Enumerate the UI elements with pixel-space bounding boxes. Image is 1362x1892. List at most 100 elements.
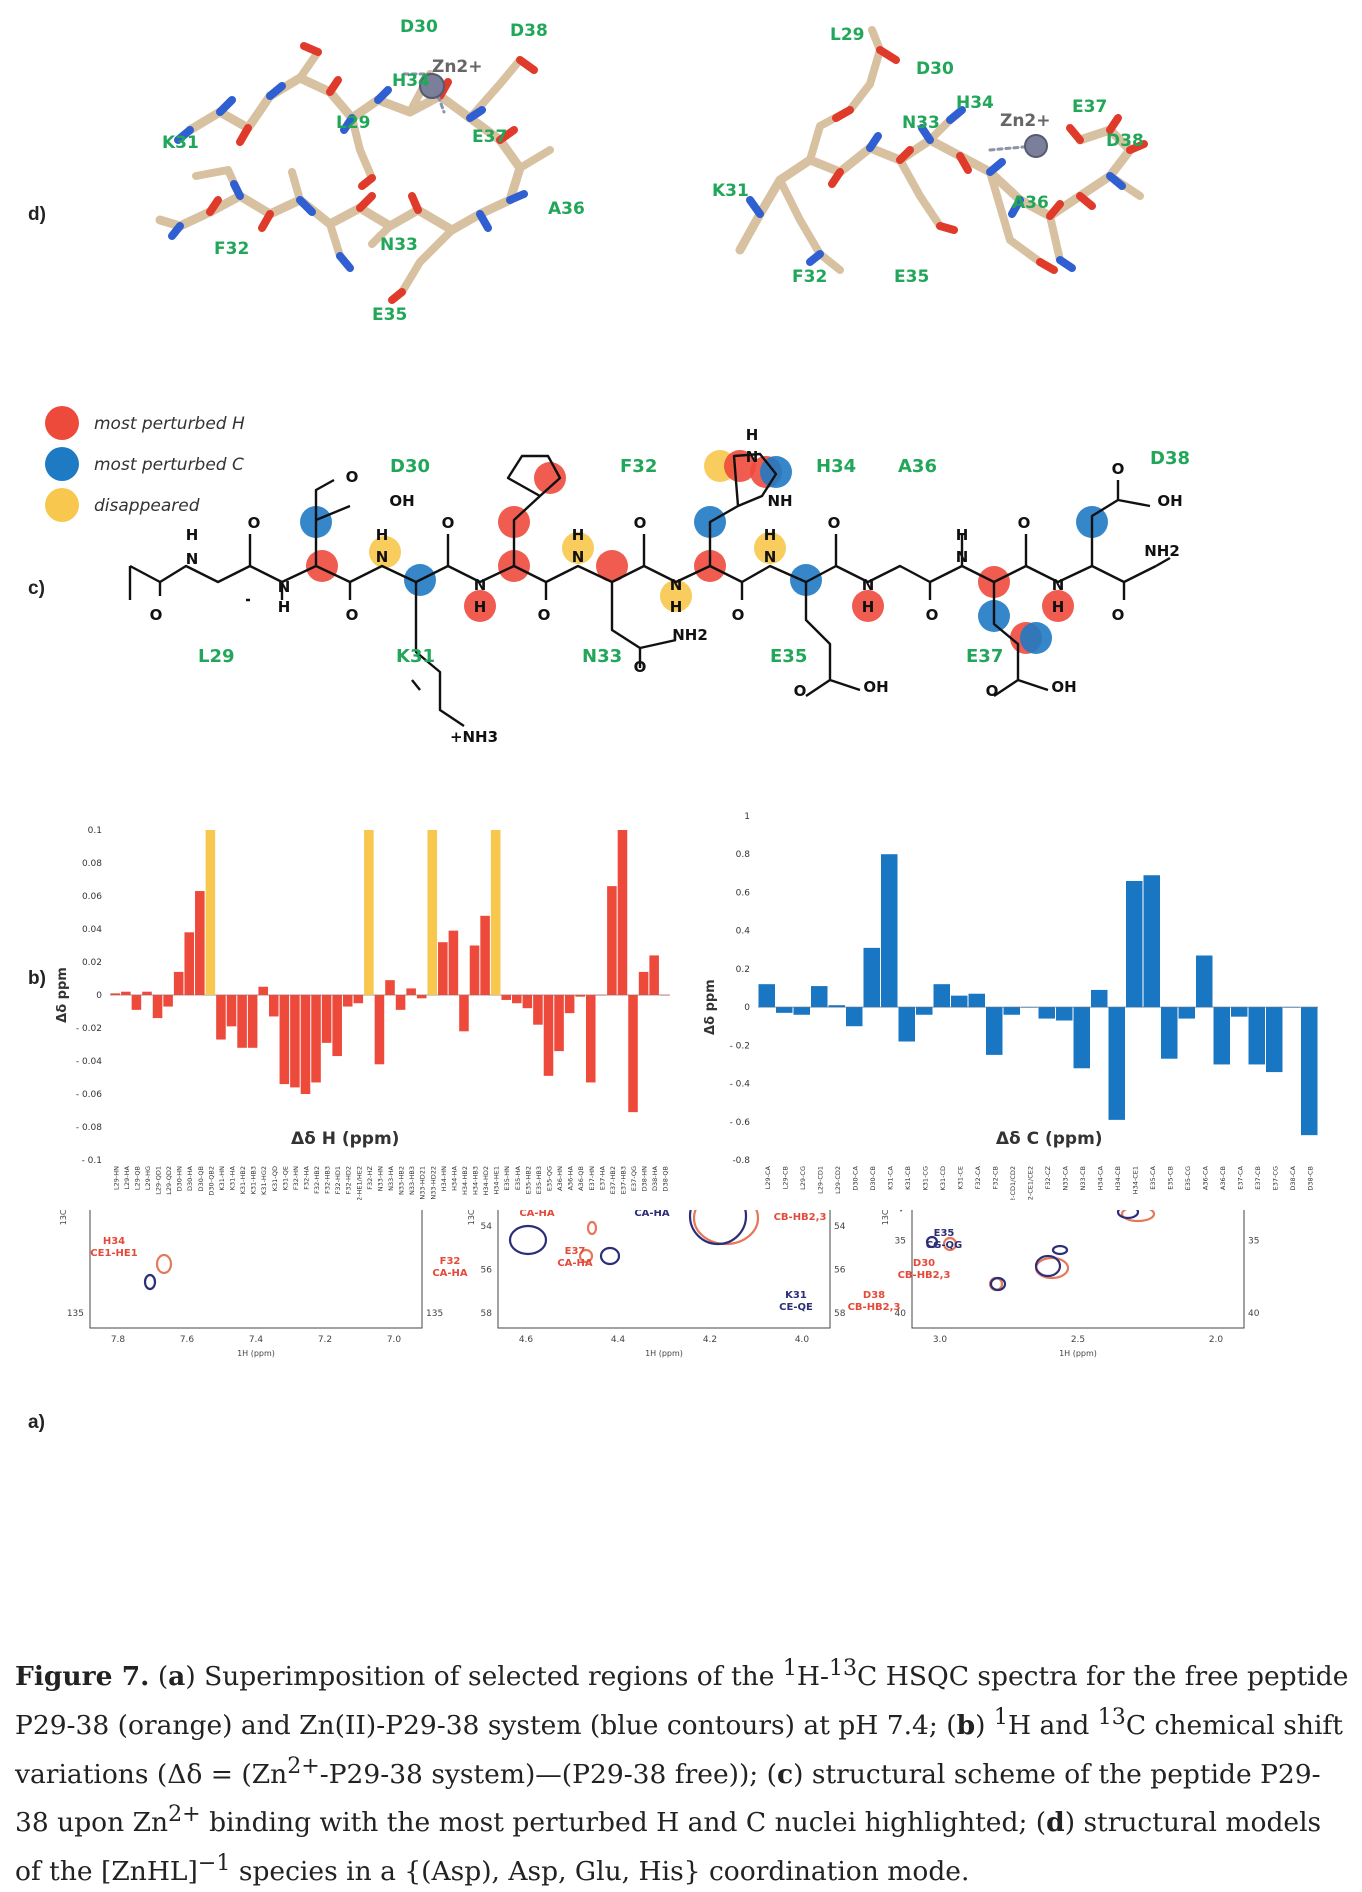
model-left-label-9: N33 [380, 235, 418, 255]
x-tick-label: E37-HA [598, 1165, 606, 1190]
caption-text: ) [975, 1709, 994, 1741]
atom-label-16: H [572, 526, 585, 544]
panel-label-c: c) [28, 578, 45, 599]
y-tick-label: 0.02 [82, 958, 102, 968]
model-right-label-6: D38 [1106, 131, 1144, 151]
x-tick-label: D38-HN [641, 1166, 649, 1192]
atom-label-43: OH [1157, 492, 1182, 510]
bar-D30-CB [863, 947, 880, 1008]
y-tick-label: 0.08 [82, 859, 102, 869]
chart-axis: 1 0.8 0.6 0.4 0.2 0 - 0.2 - 0.4 - 0.6 -0.8 Δδ ppm [703, 812, 1318, 1166]
atom-label-27: H [764, 526, 777, 544]
caption-text: H- [796, 1660, 829, 1692]
residue-label-7: A36 [898, 456, 937, 477]
x-tick-label: F32-CD1/CD2 [1009, 1166, 1017, 1200]
spectrum-peak-label: F32 [790, 1210, 811, 1211]
x-tick-label: N33-CA [1061, 1165, 1069, 1190]
bar-K31-CA [881, 854, 898, 1008]
x-tick-label: L29-HG [144, 1166, 152, 1190]
residue-label-0: L29 [198, 646, 235, 667]
spectrum-x-tick: 7.0 [387, 1335, 402, 1345]
spectrum-x-tick: 7.4 [249, 1335, 264, 1345]
atom-label-25: N [746, 448, 759, 466]
x-tick-label: A36-HA [567, 1165, 575, 1190]
atom-label-34: O [926, 606, 939, 624]
x-tick-label: A36-CA [1201, 1165, 1209, 1190]
spectrum-frame-3 [911, 1210, 1245, 1329]
bar-D30-HA [184, 932, 195, 995]
bar-E35-CA [1143, 875, 1160, 1008]
spectrum-y-tick: 54 [481, 1222, 493, 1232]
bar-L29-CG [793, 1007, 810, 1015]
bar-A36-CB [1213, 1007, 1230, 1065]
perturbation-dot-17 [754, 532, 786, 564]
bar-N33-HD21 [416, 995, 427, 999]
bar-H34-CA [1091, 989, 1108, 1008]
model-left-label-4: K31 [162, 133, 199, 153]
spectrum-x-tick: 7.6 [180, 1335, 195, 1345]
scheme-residue-labels: L29 D30 K31 F32 N33 H34 E35 A36 E37 D38 [198, 448, 1190, 667]
model-right-label-10: E35 [894, 267, 929, 287]
perturbation-dot-18 [790, 564, 822, 596]
caption-part-d: d [1046, 1807, 1065, 1839]
atom-label-35: H [956, 526, 969, 544]
y-tick-label: 0.6 [736, 888, 751, 898]
x-tick-label: E37-CA [1236, 1165, 1244, 1189]
perturbation-dot-8 [562, 532, 594, 564]
bar-E35-CG [1178, 1007, 1195, 1019]
bar-L29-CB [776, 1007, 793, 1013]
atom-label-28: N [764, 548, 777, 566]
x-tick-label: K31-HN [218, 1166, 226, 1191]
bar-H34-HB2 [459, 995, 469, 1032]
chart-bars: L29-HN L29-HA L29-QB L29-HG L29-QD1 L29-QD2 D3… [110, 830, 670, 1200]
x-axis-label: Δδ C (ppm) [996, 1129, 1103, 1149]
legend-label-h: most perturbed H [94, 414, 245, 434]
caption-sup: −1 [197, 1851, 231, 1877]
bar-F32-HA [300, 995, 311, 1094]
y-tick-label: 0.2 [736, 965, 750, 975]
legend-dot-c [45, 447, 79, 481]
bar-E35-HB3 [533, 995, 543, 1025]
bar-E37-HB3 [617, 830, 628, 995]
residue-label-3: F32 [620, 456, 657, 477]
x-tick-label: L29-HA [123, 1165, 131, 1189]
bar-D30-QB2 [205, 830, 216, 995]
y-axis-label: Δδ ppm [703, 979, 718, 1035]
y-tick-label: - 0.08 [76, 1123, 102, 1133]
atom-label-2: O [150, 606, 163, 624]
caption-text: ( [149, 1660, 169, 1692]
x-tick-label: E37-QG [630, 1166, 638, 1191]
bar-E37-CA [1231, 1007, 1248, 1017]
x-tick-label: H34-CA [1096, 1165, 1104, 1190]
atom-label-14: +NH3 [450, 728, 498, 746]
model-right-label-4: E37 [1072, 97, 1107, 117]
x-tick-label: K31-HG2 [260, 1166, 268, 1195]
bar-F32-CB [986, 1007, 1003, 1055]
x-tick-label: E35-CB [1166, 1166, 1174, 1190]
bar-F32-HE1/HE2 [353, 995, 364, 1004]
bar-F32-HD2 [342, 995, 353, 1007]
x-tick-label: L29-HN [112, 1166, 120, 1190]
panel-label-d: d) [28, 204, 46, 225]
chart-bars: L29-CA L29-CB L29-CG L29-CD1 L29-CD2 D30-CA D3… [758, 854, 1318, 1200]
x-tick-label: N33-HD21 [419, 1166, 427, 1200]
atom-label-18: O [634, 514, 647, 532]
hsqc-spectra: 7.87.87.67.67.47.47.27.27.07.01251251301… [59, 1210, 1260, 1358]
bar-D38-HN [638, 971, 649, 995]
spectrum-y-label: 13C (ppm) [467, 1210, 476, 1225]
atom-label-36: N [956, 548, 969, 566]
x-tick-label: A36-QB [577, 1166, 585, 1191]
bar-K31-HB2 [237, 995, 247, 1048]
spectrum-y-tick-right: 40 [1248, 1309, 1260, 1319]
bar-E37-HA [596, 995, 607, 996]
atom-label-37: O [1018, 514, 1031, 532]
atom-label-24: H [746, 426, 759, 444]
x-tick-label: K31-QD [271, 1166, 279, 1191]
x-tick-label: E37-CG [1271, 1166, 1279, 1190]
atom-label-26: NH [767, 492, 792, 510]
caption-part-c: c [777, 1758, 794, 1790]
bar-F32-HD1 [332, 995, 342, 1057]
atom-label-3: O [248, 514, 261, 532]
x-tick-label: F32-CB [991, 1166, 999, 1189]
